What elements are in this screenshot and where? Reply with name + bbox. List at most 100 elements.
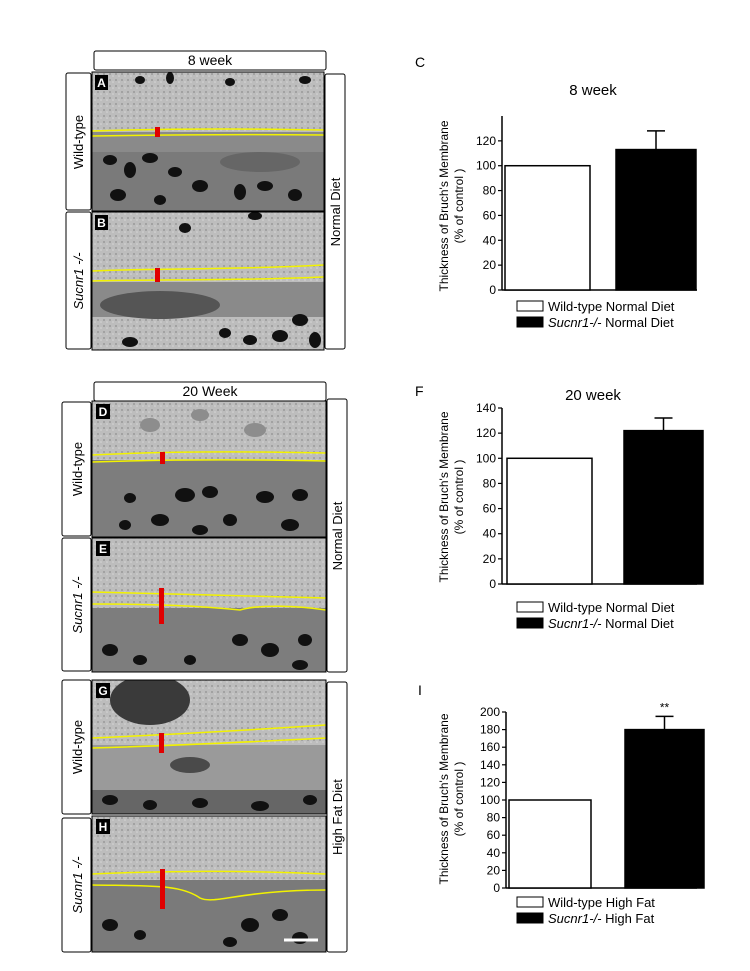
y-tick-label: 40 xyxy=(487,846,501,860)
panel-letter: I xyxy=(418,682,422,698)
y-tick-label: 20 xyxy=(483,258,497,272)
diet-label-normal-20wk: Normal Diet xyxy=(326,398,348,673)
row-label-wildtype-a-text: Wild-type xyxy=(71,115,86,169)
chart-title: 8 week xyxy=(569,82,617,99)
bar xyxy=(508,799,592,889)
legend-label: Wild-type Normal Diet xyxy=(548,299,675,314)
y-tick-label: 80 xyxy=(487,811,501,825)
panel-letter: C xyxy=(415,54,425,70)
y-tick-label: 120 xyxy=(480,775,500,789)
micrograph-g xyxy=(92,680,326,814)
legend-label-italic: Sucnr1-/- xyxy=(548,315,602,330)
diet-label-normal-8wk-text: Normal Diet xyxy=(328,177,343,246)
y-axis-label: (% of control ) xyxy=(452,460,466,535)
legend-swatch xyxy=(516,300,544,312)
legend-label-text: Wild-type High Fat xyxy=(548,895,655,910)
y-axis-label: Thickness of Bruch's Membrane xyxy=(437,120,451,291)
chart-c: C 8 week Thickness of Bruch's Membrane (% o… xyxy=(415,54,697,330)
y-tick-label: 40 xyxy=(483,527,497,541)
chart-f: F 20 week Thickness of Bruch's Membrane (% … xyxy=(415,383,704,631)
row-label-wildtype-d-text: Wild-type xyxy=(70,442,85,496)
micrograph-a xyxy=(92,72,324,211)
legend-label-italic: Sucnr1-/- xyxy=(548,616,602,631)
row-label-sucnr1-e-text: Sucnr1 -/- xyxy=(70,576,85,634)
panel-letter-d: D xyxy=(96,404,110,419)
row-label-sucnr1-b-text: Sucnr1 -/- xyxy=(71,252,86,310)
legend-swatch xyxy=(516,896,544,908)
header-8-week: 8 week xyxy=(93,50,327,71)
header-8-week-text: 8 week xyxy=(188,52,233,68)
legend-label-italic: Sucnr1-/- xyxy=(548,911,602,926)
panel-letter-h-text: H xyxy=(99,820,108,834)
y-tick-label: 140 xyxy=(476,401,496,415)
panel-letter-g-text: G xyxy=(98,684,107,698)
legend-swatch xyxy=(516,912,544,924)
row-label-sucnr1-h-text: Sucnr1 -/- xyxy=(70,856,85,914)
legend-label-text: Wild-type Normal Diet xyxy=(548,299,675,314)
panel-letter-a: A xyxy=(95,75,108,90)
y-tick-label: 80 xyxy=(483,476,497,490)
y-tick-label: 60 xyxy=(483,502,497,516)
micrograph-d xyxy=(92,401,326,537)
bar xyxy=(506,457,593,585)
micrograph-h xyxy=(92,816,326,952)
panel-letter-g: G xyxy=(96,683,110,698)
y-tick-label: 60 xyxy=(483,208,497,222)
y-tick-label: 20 xyxy=(483,552,497,566)
y-tick-label: 120 xyxy=(476,426,496,440)
micrograph-g-border xyxy=(91,679,327,815)
y-tick-label: 0 xyxy=(493,881,500,895)
row-label-wildtype-a: Wild-type xyxy=(65,72,92,211)
row-label-sucnr1-b: Sucnr1 -/- xyxy=(65,211,92,350)
y-tick-label: 120 xyxy=(476,134,496,148)
header-20-week-text: 20 Week xyxy=(183,383,239,399)
y-tick-label: 160 xyxy=(480,740,500,754)
diet-label-high-fat: High Fat Diet xyxy=(326,681,348,953)
y-tick-label: 100 xyxy=(480,793,500,807)
row-label-wildtype-g: Wild-type xyxy=(61,679,92,815)
panel-letter-a-text: A xyxy=(97,76,106,90)
row-label-wildtype-d: Wild-type xyxy=(61,401,92,537)
legend-swatch xyxy=(516,316,544,328)
significance-marker: ** xyxy=(660,700,670,714)
y-axis-label: Thickness of Bruch's Membrane xyxy=(437,713,451,884)
panel-letter-h: H xyxy=(96,819,110,834)
chart-i: I Thickness of Bruch's Membrane (% of cont… xyxy=(418,682,705,926)
legend-label: Sucnr1-/- High Fat xyxy=(548,911,655,926)
panel-letter-e: E xyxy=(96,541,110,556)
y-tick-label: 40 xyxy=(483,233,497,247)
panel-letter-d-text: D xyxy=(99,405,108,419)
row-label-wildtype-g-text: Wild-type xyxy=(70,720,85,774)
row-label-sucnr1-e: Sucnr1 -/- xyxy=(61,537,92,672)
y-axis-label: Thickness of Bruch's Membrane xyxy=(437,411,451,582)
y-tick-label: 0 xyxy=(489,283,496,297)
micrograph-d-border xyxy=(91,400,327,538)
micrograph-h-border xyxy=(91,815,327,953)
micrograph-b xyxy=(92,212,324,350)
legend-label: Sucnr1-/- Normal Diet xyxy=(548,315,674,330)
micrograph-e-border xyxy=(91,537,327,673)
y-tick-label: 60 xyxy=(487,828,501,842)
panel-letter: F xyxy=(415,383,424,399)
bar xyxy=(623,429,704,585)
legend-label-text: Normal Diet xyxy=(601,315,674,330)
legend-swatch xyxy=(516,617,544,629)
header-20-week: 20 Week xyxy=(93,381,327,402)
y-tick-label: 180 xyxy=(480,723,500,737)
y-tick-label: 100 xyxy=(476,159,496,173)
panel-letter-b: B xyxy=(95,215,108,230)
y-tick-label: 80 xyxy=(483,184,497,198)
legend-swatch xyxy=(516,601,544,613)
micrograph-a-border xyxy=(91,71,325,212)
y-tick-label: 200 xyxy=(480,705,500,719)
y-tick-label: 20 xyxy=(487,863,501,877)
panel-letter-e-text: E xyxy=(99,542,107,556)
y-tick-label: 100 xyxy=(476,451,496,465)
legend-label-text: High Fat xyxy=(601,911,654,926)
y-tick-label: 0 xyxy=(489,577,496,591)
micrograph-b-border xyxy=(91,211,325,351)
diet-label-high-fat-text: High Fat Diet xyxy=(330,779,345,855)
diet-label-normal-8wk: Normal Diet xyxy=(324,73,346,350)
micrograph-e xyxy=(92,538,326,672)
